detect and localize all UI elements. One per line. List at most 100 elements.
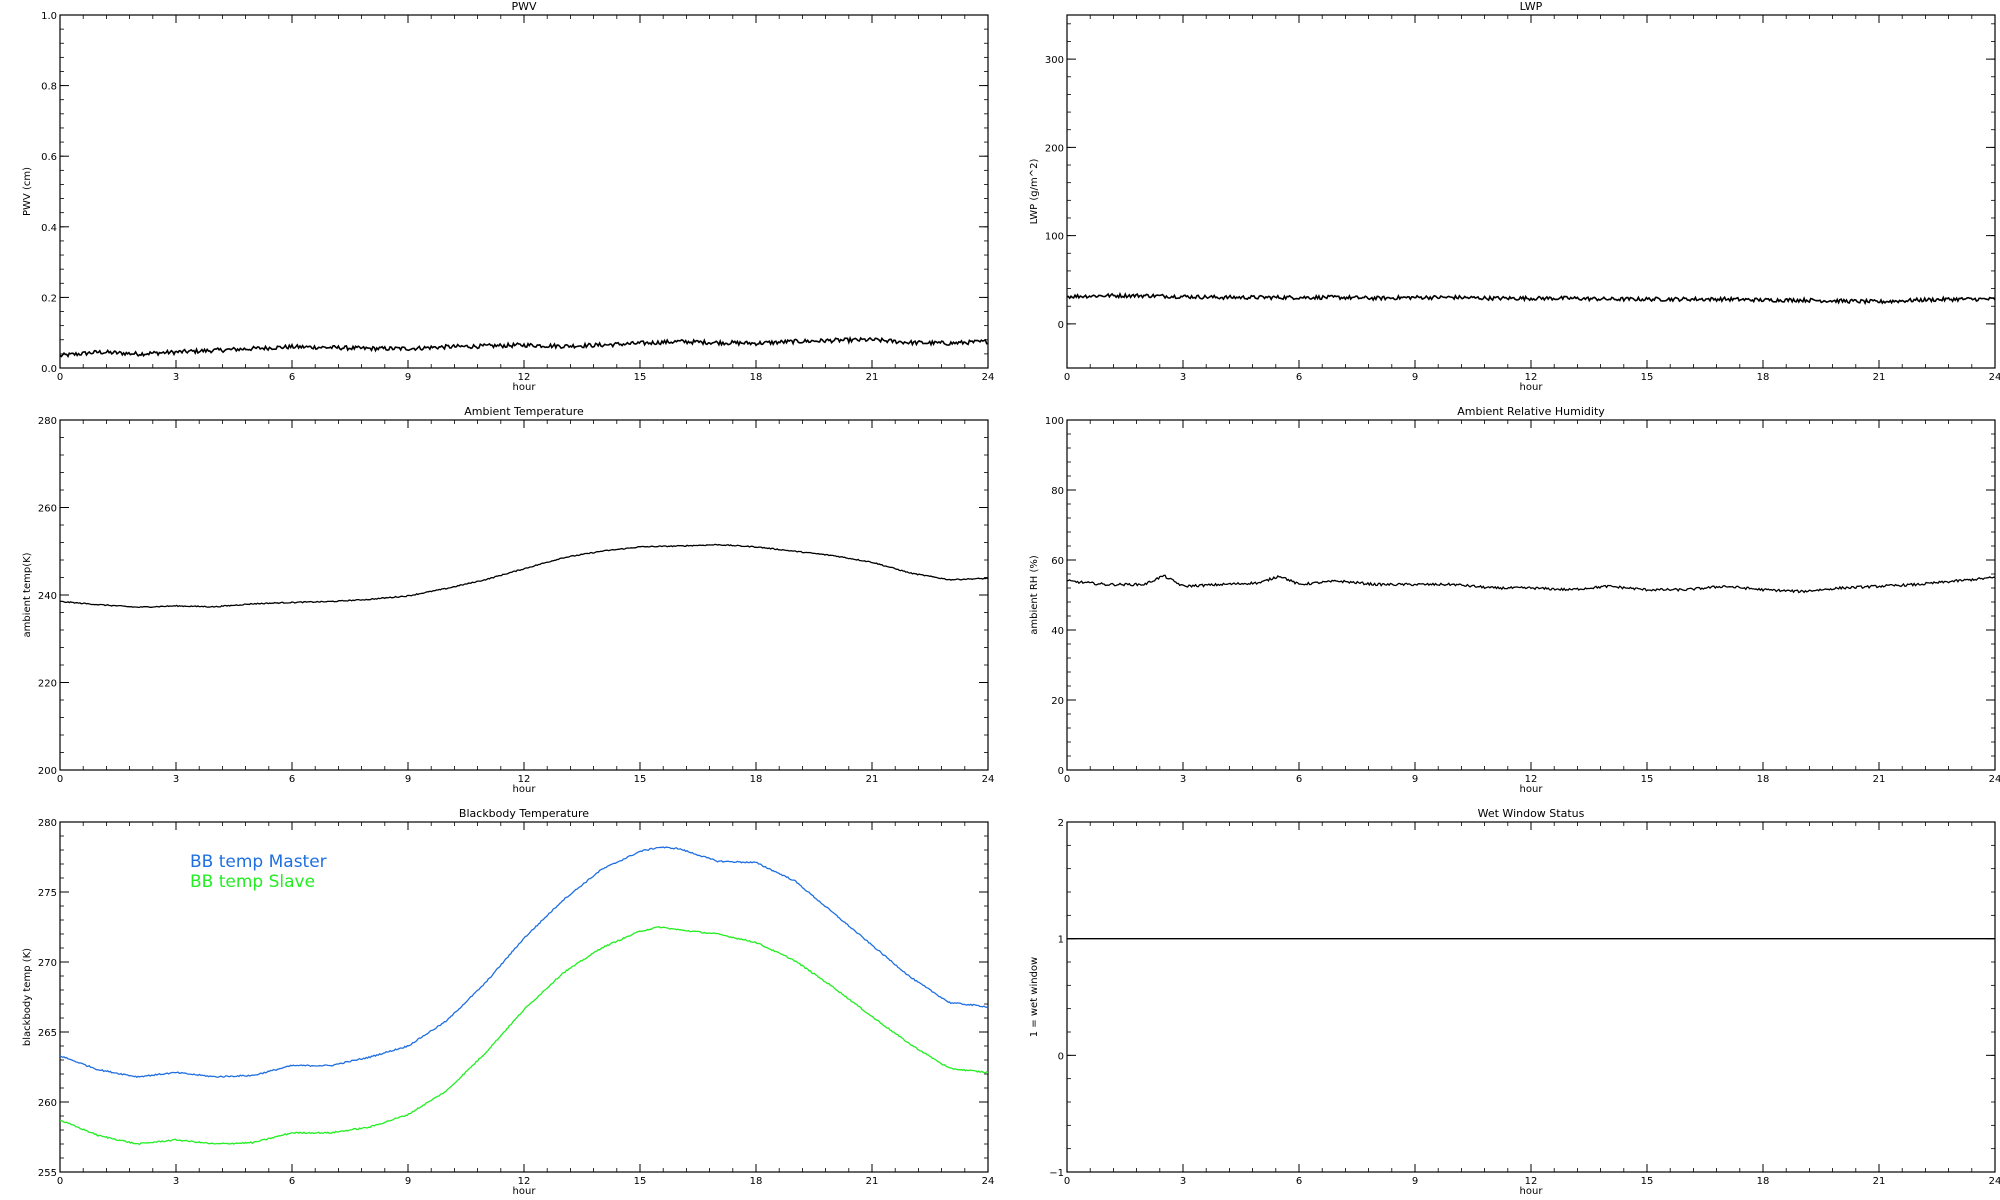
- x-axis-label: hour: [513, 382, 537, 393]
- x-tick-label: 15: [634, 1176, 647, 1187]
- x-tick-label: 21: [1873, 774, 1886, 785]
- y-axis-label: 1 = wet window: [1029, 957, 1040, 1037]
- x-tick-label: 3: [1180, 372, 1186, 383]
- x-tick-label: 12: [518, 774, 531, 785]
- chart-title: Ambient Relative Humidity: [1457, 405, 1605, 418]
- x-tick-label: 6: [289, 372, 295, 383]
- x-tick-label: 9: [1412, 774, 1418, 785]
- x-axis-label: hour: [1520, 784, 1544, 795]
- x-tick-label: 12: [1525, 372, 1538, 383]
- x-tick-label: 15: [1641, 1176, 1654, 1187]
- x-tick-label: 21: [866, 372, 879, 383]
- y-tick-label: 280: [38, 818, 57, 829]
- chart-panel-5: Blackbody Temperature 0 3 6 9 12 15 18 21 24 hour 2…: [22, 807, 994, 1197]
- y-tick-label: 100: [1045, 416, 1064, 427]
- y-tick-label: 260: [38, 504, 57, 515]
- x-tick-label: 12: [1525, 774, 1538, 785]
- x-tick-label: 18: [750, 774, 763, 785]
- series-line-1: [59, 335, 989, 358]
- chart-title: Blackbody Temperature: [459, 807, 589, 820]
- x-tick-label: 3: [173, 372, 179, 383]
- y-axis-label: PWV (cm): [22, 167, 33, 216]
- x-tick-label: 21: [1873, 372, 1886, 383]
- x-axis-label: hour: [513, 784, 537, 795]
- y-tick-label: 80: [1051, 486, 1064, 497]
- series-line-2: [59, 925, 989, 1146]
- chart-panel-3: Ambient Temperature 0 3 6 9 12 15 18 21 24 hour 200…: [22, 405, 994, 795]
- x-tick-label: 24: [1989, 372, 2000, 383]
- x-tick-label: 12: [518, 1176, 531, 1187]
- x-tick-label: 3: [173, 774, 179, 785]
- x-tick-label: 15: [1641, 774, 1654, 785]
- x-tick-label: 21: [866, 1176, 879, 1187]
- plot-frame: [59, 14, 989, 369]
- x-tick-label: 15: [1641, 372, 1654, 383]
- x-tick-label: 6: [1296, 372, 1302, 383]
- plot-frame: [59, 419, 989, 771]
- x-tick-label: 9: [405, 774, 411, 785]
- y-tick-label: 220: [38, 679, 57, 690]
- y-tick-label: 0.6: [41, 152, 57, 163]
- chart-panel-2: LWP 0 3 6 9 12 15 18 21 24 hour 0 100 200 300 LWP (g/m^…: [1029, 0, 2000, 393]
- x-tick-label: 12: [518, 372, 531, 383]
- x-tick-label: 24: [982, 1176, 995, 1187]
- x-axis-label: hour: [513, 1186, 537, 1197]
- x-tick-label: 0: [1064, 774, 1070, 785]
- x-tick-label: 6: [1296, 774, 1302, 785]
- y-tick-label: 20: [1051, 696, 1064, 707]
- x-tick-label: 18: [1757, 1176, 1770, 1187]
- x-tick-label: 21: [866, 774, 879, 785]
- y-tick-label: −1: [1049, 1168, 1064, 1179]
- x-axis-label: hour: [1520, 1186, 1544, 1197]
- y-tick-label: 300: [1045, 55, 1064, 66]
- x-tick-label: 6: [1296, 1176, 1302, 1187]
- x-tick-label: 21: [1873, 1176, 1886, 1187]
- chart-panel-4: Ambient Relative Humidity 0 3 6 9 12 15 18 21 24 h…: [1029, 405, 2000, 795]
- y-axis-label: ambient temp(K): [22, 552, 33, 637]
- plot-frame: [1066, 419, 1996, 771]
- y-tick-label: 1.0: [41, 11, 57, 22]
- x-tick-label: 6: [289, 1176, 295, 1187]
- y-tick-label: 240: [38, 591, 57, 602]
- x-tick-label: 18: [750, 1176, 763, 1187]
- x-tick-label: 0: [57, 1176, 63, 1187]
- plot-frame: [1066, 14, 1996, 369]
- chart-title: LWP: [1520, 0, 1543, 13]
- series-line-1: [59, 846, 989, 1079]
- y-tick-label: 200: [38, 766, 57, 777]
- x-tick-label: 0: [57, 372, 63, 383]
- series-line-1: [1066, 574, 1996, 594]
- y-tick-label: 0: [1058, 1051, 1064, 1062]
- x-tick-label: 12: [1525, 1176, 1538, 1187]
- x-tick-label: 24: [982, 774, 995, 785]
- x-tick-label: 9: [405, 1176, 411, 1187]
- x-axis-label: hour: [1520, 382, 1544, 393]
- x-tick-label: 3: [1180, 774, 1186, 785]
- legend-entry: BB temp Slave: [190, 872, 315, 892]
- x-tick-label: 0: [57, 774, 63, 785]
- x-tick-label: 3: [173, 1176, 179, 1187]
- y-tick-label: 0: [1058, 320, 1064, 331]
- x-tick-label: 24: [1989, 774, 2000, 785]
- series-line-1: [59, 543, 989, 609]
- y-axis-label: blackbody temp (K): [22, 948, 33, 1046]
- chart-title: Wet Window Status: [1478, 807, 1585, 820]
- y-tick-label: 1: [1058, 935, 1064, 946]
- y-tick-label: 0.4: [41, 223, 57, 234]
- y-axis-label: LWP (g/m^2): [1029, 159, 1040, 225]
- y-tick-label: 0.0: [41, 364, 57, 375]
- x-tick-label: 18: [1757, 774, 1770, 785]
- y-tick-label: 0.2: [41, 293, 57, 304]
- y-tick-label: 275: [38, 888, 57, 899]
- x-tick-label: 15: [634, 774, 647, 785]
- x-tick-label: 9: [405, 372, 411, 383]
- y-tick-label: 100: [1045, 232, 1064, 243]
- y-axis-label: ambient RH (%): [1029, 555, 1040, 635]
- x-tick-label: 18: [750, 372, 763, 383]
- y-tick-label: 200: [1045, 143, 1064, 154]
- y-tick-label: 265: [38, 1028, 57, 1039]
- x-tick-label: 6: [289, 774, 295, 785]
- x-tick-label: 24: [982, 372, 995, 383]
